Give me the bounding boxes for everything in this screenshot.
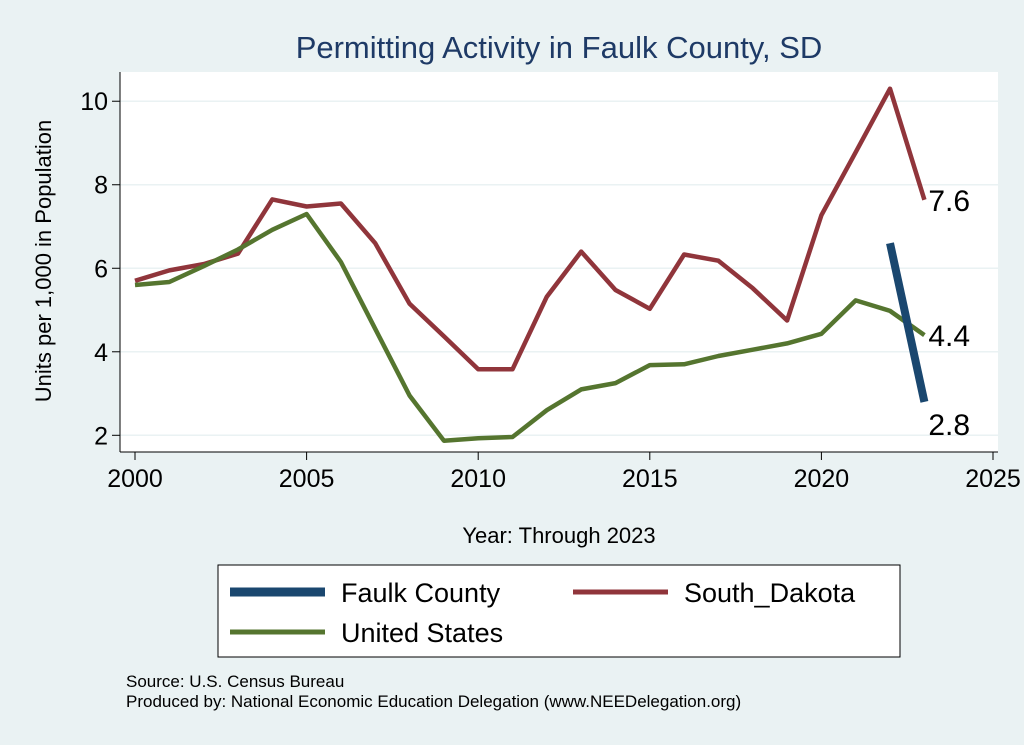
y-axis-title: Units per 1,000 in Population bbox=[31, 120, 56, 403]
legend-label-faulk-county: Faulk County bbox=[341, 578, 501, 608]
end-label-south-dakota: 7.6 bbox=[928, 185, 970, 218]
legend-label-south-dakota: South_Dakota bbox=[684, 578, 856, 608]
x-tick-label: 2015 bbox=[622, 465, 678, 493]
x-tick-label: 2000 bbox=[107, 465, 163, 493]
x-tick-label: 2020 bbox=[794, 465, 850, 493]
end-label-faulk-county: 2.8 bbox=[928, 409, 970, 442]
x-tick-label: 2005 bbox=[279, 465, 335, 493]
plot-area bbox=[120, 72, 998, 452]
y-axis-ticks: 2 4 6 8 10 bbox=[80, 88, 120, 450]
legend-label-united-states: United States bbox=[341, 618, 503, 648]
end-label-united-states: 4.4 bbox=[928, 320, 970, 353]
chart-title: Permitting Activity in Faulk County, SD bbox=[296, 30, 823, 65]
y-tick-label: 2 bbox=[94, 422, 108, 450]
legend: Faulk County South_Dakota United States bbox=[217, 564, 901, 658]
y-tick-label: 6 bbox=[94, 255, 108, 283]
x-tick-label: 2025 bbox=[965, 465, 1021, 493]
x-tick-label: 2010 bbox=[450, 465, 506, 493]
y-tick-label: 8 bbox=[94, 172, 108, 200]
producer-note: Produced by: National Economic Education… bbox=[126, 692, 742, 711]
gridlines bbox=[120, 100, 998, 437]
x-axis-title: Year: Through 2023 bbox=[462, 523, 655, 548]
series-lines bbox=[134, 86, 929, 443]
source-note: Source: U.S. Census Bureau bbox=[126, 672, 345, 691]
y-tick-label: 4 bbox=[94, 339, 108, 367]
series-line-south-dakota bbox=[134, 86, 927, 372]
legend-box bbox=[217, 564, 901, 658]
y-tick-label: 10 bbox=[80, 88, 108, 116]
x-axis-ticks: 2000 2005 2010 2015 2020 2025 bbox=[107, 452, 1021, 493]
series-line-united-states bbox=[134, 211, 926, 443]
end-labels: 7.6 4.4 2.8 bbox=[928, 185, 970, 442]
series-line-faulk-county bbox=[886, 242, 929, 403]
